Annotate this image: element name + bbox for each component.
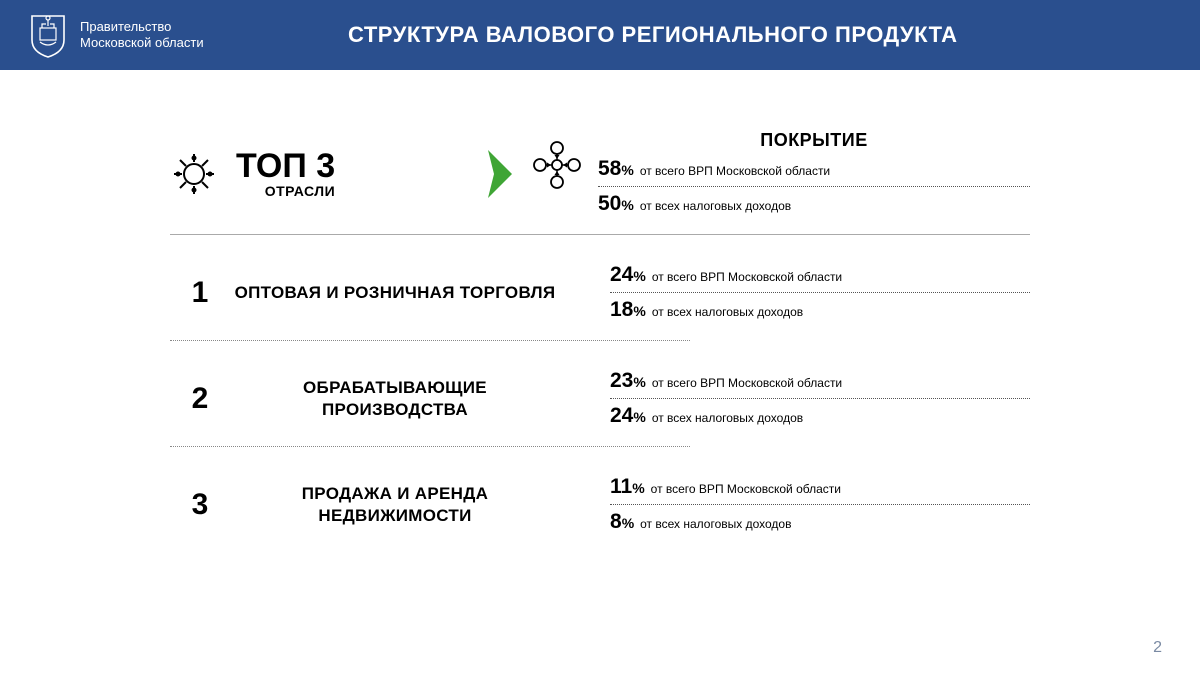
coverage-desc-2: от всех налоговых доходов [640, 199, 791, 213]
sector-pct: 24 [610, 263, 633, 286]
sector-pct: 24 [610, 404, 633, 427]
sector-name: ОПТОВАЯ И РОЗНИЧНАЯ ТОРГОВЛЯ [230, 282, 560, 303]
sector-number: 2 [170, 382, 230, 416]
top3-block: ТОП 3 ОТРАСЛИ [170, 149, 470, 199]
coverage-stat-2: 50% от всех налоговых доходов [598, 190, 1030, 218]
sector-name: ПРОДАЖА И АРЕНДА НЕДВИЖИМОСТИ [230, 483, 560, 526]
content-area: ТОП 3 ОТРАСЛИ [0, 70, 1200, 546]
coverage-stat-1: 58% от всего ВРП Московской области [598, 155, 1030, 183]
sector-pct: 8 [610, 510, 622, 533]
sector-stats: 23% от всего ВРП Московской области 24% … [560, 367, 1030, 430]
coverage-pct-1: 58 [598, 157, 621, 180]
header-bar: Правительство Московской области СТРУКТУ… [0, 0, 1200, 70]
sector-desc: от всего ВРП Московской области [651, 482, 841, 496]
arrow-icon [470, 144, 530, 204]
sector-desc: от всего ВРП Московской области [652, 376, 842, 390]
page-title: СТРУКТУРА ВАЛОВОГО РЕГИОНАЛЬНОГО ПРОДУКТ… [134, 22, 1172, 48]
coverage-pct-2: 50 [598, 192, 621, 215]
top3-label: ТОП 3 [236, 149, 335, 183]
sector-stats: 24% от всего ВРП Московской области 18% … [560, 261, 1030, 324]
sector-desc: от всего ВРП Московской области [652, 270, 842, 284]
sector-pct: 11 [610, 475, 632, 498]
sector-pct: 18 [610, 298, 633, 321]
sector-desc: от всех налоговых доходов [652, 305, 803, 319]
top3-sublabel: ОТРАСЛИ [265, 183, 335, 199]
sector-desc: от всех налоговых доходов [652, 411, 803, 425]
sector-row: 3 ПРОДАЖА И АРЕНДА НЕДВИЖИМОСТИ 11% от в… [170, 447, 1030, 546]
sector-row: 2 ОБРАБАТЫВАЮЩИЕ ПРОИЗВОДСТВА 23% от все… [170, 341, 1030, 440]
sector-row: 1 ОПТОВАЯ И РОЗНИЧНАЯ ТОРГОВЛЯ 24% от вс… [170, 235, 1030, 334]
page-number: 2 [1153, 639, 1162, 657]
coat-of-arms-icon [28, 12, 68, 58]
gear-icon [170, 150, 218, 198]
sector-desc: от всех налоговых доходов [640, 517, 791, 531]
coverage-block: ПОКРЫТИЕ 58% от всего ВРП Московской обл… [530, 130, 1030, 218]
sector-number: 1 [170, 276, 230, 310]
circles-icon [530, 138, 584, 192]
coverage-title: ПОКРЫТИЕ [598, 130, 1030, 151]
coverage-desc-1: от всего ВРП Московской области [640, 164, 830, 178]
sector-stats: 11% от всего ВРП Московской области 8% о… [560, 473, 1030, 536]
summary-row: ТОП 3 ОТРАСЛИ [170, 130, 1030, 218]
sector-pct: 23 [610, 369, 633, 392]
sector-number: 3 [170, 488, 230, 522]
sector-name: ОБРАБАТЫВАЮЩИЕ ПРОИЗВОДСТВА [230, 377, 560, 420]
